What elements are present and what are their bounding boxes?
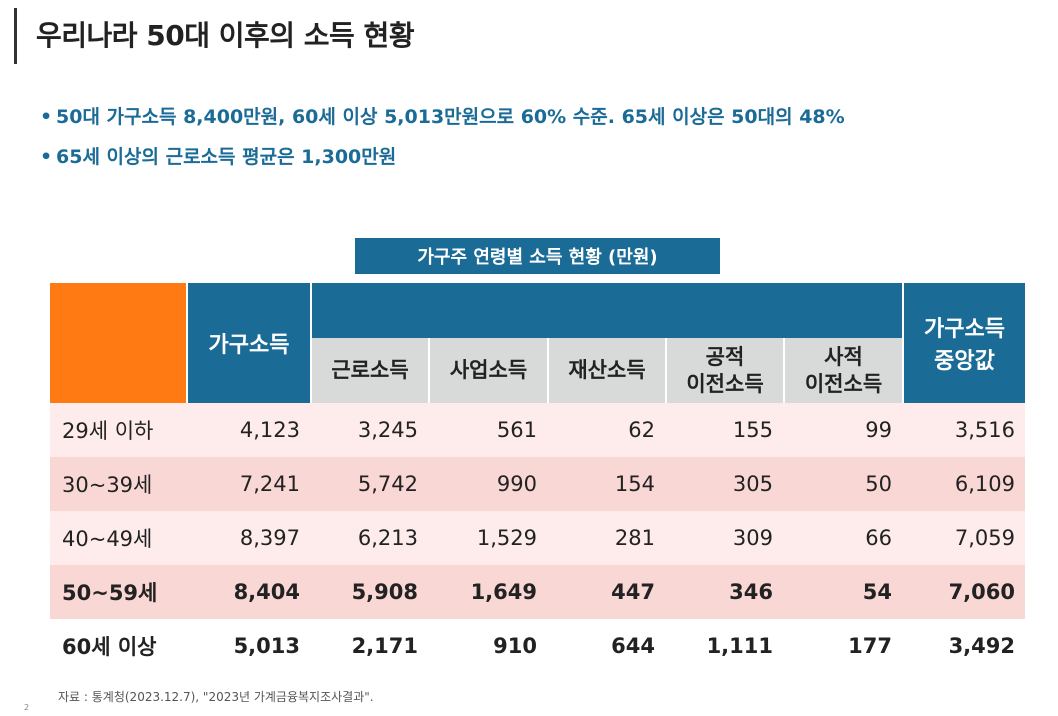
bullet-dot: •: [40, 146, 53, 168]
page-number: 2: [24, 703, 30, 712]
table-row: [50, 511, 1025, 565]
header-income-breakdown-band: [312, 283, 902, 338]
table-cell: 8,404: [233, 580, 300, 604]
title-accent-bar: [14, 8, 17, 64]
table-cell: 5,908: [351, 580, 418, 604]
source-note: 자료 : 통계청(2023.12.7), "2023년 가계금융복지조사결과".: [58, 690, 374, 704]
table-cell: 3,516: [954, 418, 1015, 442]
table-cell: 54: [862, 580, 892, 604]
table-cell: 309: [732, 526, 773, 550]
header-corner-cell: [50, 283, 186, 403]
header-sub-1: 근로소득: [310, 338, 428, 403]
row-label: 50~59세: [62, 581, 158, 605]
table-cell: 62: [628, 418, 655, 442]
table-caption: 가구주 연령별 소득 현황 (만원): [355, 238, 720, 274]
table-cell: 3,492: [948, 634, 1015, 658]
table-cell: 177: [848, 634, 892, 658]
bullet-list: • 50대 가구소득 8,400만원, 60세 이상 5,013만원으로 60% …: [40, 100, 845, 180]
header-sub-5: 사적 이전소득: [783, 338, 902, 403]
header-sub-4: 공적 이전소득: [665, 338, 783, 403]
table-cell: 346: [729, 580, 773, 604]
table-cell: 561: [496, 418, 537, 442]
bullet-dot: •: [40, 106, 53, 128]
table-cell: 447: [611, 580, 655, 604]
table-row: [50, 403, 1025, 457]
table-cell: 4,123: [239, 418, 300, 442]
bullet-text: 65세 이상의 근로소득 평균은 1,300만원: [56, 146, 397, 168]
table-row: [50, 619, 1025, 673]
table-cell: 305: [732, 472, 773, 496]
table-cell: 7,060: [948, 580, 1015, 604]
table-cell: 990: [496, 472, 537, 496]
header-sub-3: 재산소득: [547, 338, 665, 403]
table-cell: 1,649: [470, 580, 537, 604]
table-cell: 5,742: [357, 472, 418, 496]
table-cell: 8,397: [239, 526, 300, 550]
row-label: 40~49세: [62, 527, 153, 551]
page-title: 우리나라 50대 이후의 소득 현황: [36, 19, 415, 52]
table-cell: 281: [614, 526, 655, 550]
table-cell: 1,111: [706, 634, 773, 658]
row-label: 60세 이상: [62, 635, 157, 659]
table-cell: 6,109: [954, 472, 1015, 496]
table-cell: 6,213: [357, 526, 418, 550]
table-cell: 1,529: [476, 526, 537, 550]
table-cell: 910: [493, 634, 537, 658]
header-sub-2: 사업소득: [428, 338, 547, 403]
table-cell: 7,059: [954, 526, 1015, 550]
bullet-item: • 65세 이상의 근로소득 평균은 1,300만원: [40, 140, 845, 180]
table-cell: 66: [865, 526, 892, 550]
row-label: 30~39세: [62, 473, 153, 497]
row-label: 29세 이하: [62, 419, 154, 443]
table-cell: 155: [732, 418, 773, 442]
header-household-income: 가구소득: [188, 283, 310, 403]
table-cell: 7,241: [239, 472, 300, 496]
bullet-item: • 50대 가구소득 8,400만원, 60세 이상 5,013만원으로 60% …: [40, 100, 845, 140]
header-median-income: 가구소득 중앙값: [904, 283, 1025, 403]
table-cell: 3,245: [357, 418, 418, 442]
table-cell: 5,013: [233, 634, 300, 658]
table-cell: 2,171: [351, 634, 418, 658]
table-cell: 99: [865, 418, 892, 442]
table-row: [50, 457, 1025, 511]
bullet-text: 50대 가구소득 8,400만원, 60세 이상 5,013만원으로 60% 수…: [56, 106, 845, 128]
table-cell: 50: [865, 472, 892, 496]
table-cell: 154: [614, 472, 655, 496]
table-row: [50, 565, 1025, 619]
table-cell: 644: [611, 634, 655, 658]
